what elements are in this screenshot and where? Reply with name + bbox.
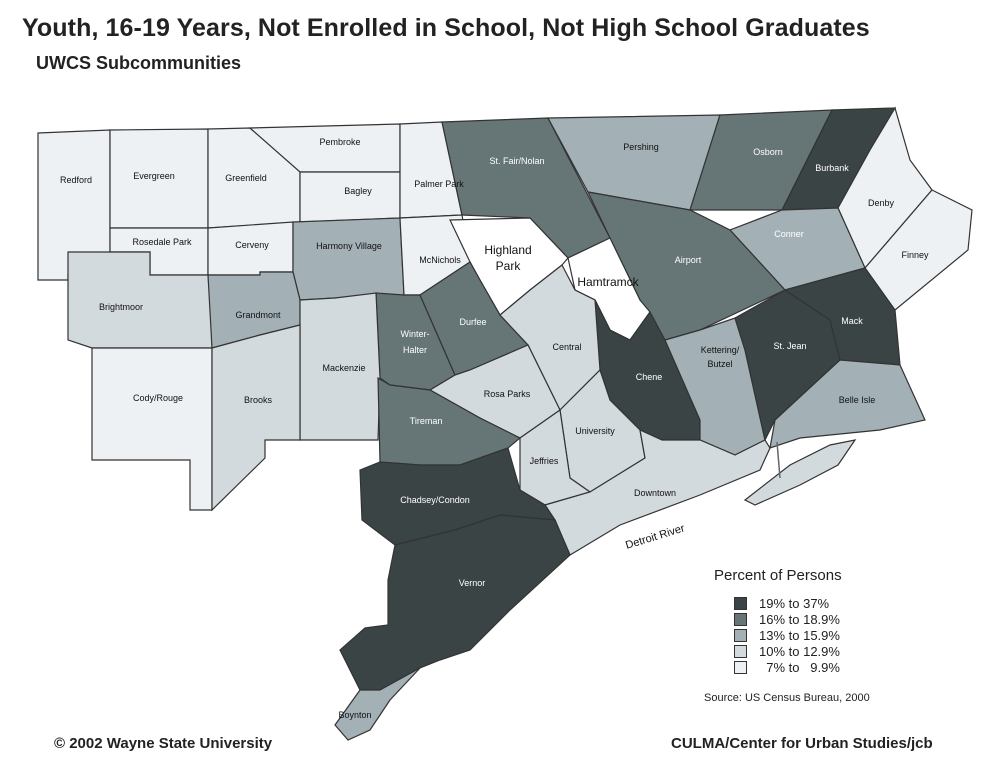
- label-tireman: Tireman: [410, 416, 443, 426]
- label-butzel: Butzel: [707, 359, 732, 369]
- label-vernor: Vernor: [459, 578, 486, 588]
- legend-label: 13% to 15.9%: [759, 628, 840, 643]
- legend-label: 10% to 12.9%: [759, 644, 840, 659]
- label-conner: Conner: [774, 229, 804, 239]
- legend-label: 16% to 18.9%: [759, 612, 840, 627]
- legend-title: Percent of Persons: [714, 567, 842, 584]
- legend-item: 7% to 9.9%: [734, 659, 840, 675]
- copyright-footer: © 2002 Wayne State University: [54, 735, 272, 752]
- label-downtown: Downtown: [634, 488, 676, 498]
- region-harmony-village[interactable]: [293, 218, 404, 300]
- label-mack: Mack: [841, 316, 863, 326]
- legend-item: 10% to 12.9%: [734, 643, 840, 659]
- label-burbank: Burbank: [815, 163, 849, 173]
- legend-item: 16% to 18.9%: [734, 611, 840, 627]
- legend-item: 13% to 15.9%: [734, 627, 840, 643]
- label-winter: Winter-: [401, 329, 430, 339]
- label-park: Park: [496, 259, 522, 273]
- legend-swatch: [734, 629, 747, 642]
- label-mackenzie: Mackenzie: [322, 363, 365, 373]
- label-belle-isle: Belle Isle: [839, 395, 876, 405]
- region-brooks[interactable]: [212, 325, 300, 510]
- label-st-jean: St. Jean: [773, 341, 806, 351]
- label-kettering: Kettering/: [701, 345, 740, 355]
- label-chene: Chene: [636, 372, 663, 382]
- label-finney: Finney: [901, 250, 929, 260]
- legend-swatch: [734, 645, 747, 658]
- legend-swatch: [734, 661, 747, 674]
- region-bagley[interactable]: [300, 172, 400, 222]
- label-palmer-park: Palmer Park: [414, 179, 464, 189]
- label-grandmont: Grandmont: [235, 310, 281, 320]
- label-mcnichols: McNichols: [419, 255, 461, 265]
- label-evergreen: Evergreen: [133, 171, 175, 181]
- label-hamtramck: Hamtramck: [577, 275, 639, 289]
- label-boynton: Boynton: [338, 710, 371, 720]
- bridge-line: [777, 442, 780, 478]
- label-jeffries: Jeffries: [530, 456, 559, 466]
- label-brightmoor: Brightmoor: [99, 302, 143, 312]
- label-st-fair-nolan: St. Fair/Nolan: [489, 156, 544, 166]
- label-chadsey-condon: Chadsey/Condon: [400, 495, 470, 505]
- label-redford: Redford: [60, 175, 92, 185]
- label-bagley: Bagley: [344, 186, 372, 196]
- legend-swatch: [734, 613, 747, 626]
- label-cerveny: Cerveny: [235, 240, 269, 250]
- legend-label: 19% to 37%: [759, 596, 829, 611]
- legend-label: 7% to 9.9%: [759, 660, 840, 675]
- label-airport: Airport: [675, 255, 702, 265]
- label-halter: Halter: [403, 345, 427, 355]
- label-durfee: Durfee: [459, 317, 486, 327]
- label-cody-rouge: Cody/Rouge: [133, 393, 183, 403]
- label-detroit-river: Detroit River: [624, 522, 686, 551]
- label-denby: Denby: [868, 198, 895, 208]
- legend-swatch: [734, 597, 747, 610]
- label-rosa-parks: Rosa Parks: [484, 389, 531, 399]
- label-osborn: Osborn: [753, 147, 783, 157]
- source-note: Source: US Census Bureau, 2000: [704, 692, 870, 704]
- label-rosedale-park: Rosedale Park: [132, 237, 192, 247]
- label-pershing: Pershing: [623, 142, 659, 152]
- legend-item: 19% to 37%: [734, 595, 829, 611]
- label-brooks: Brooks: [244, 395, 273, 405]
- label-central: Central: [552, 342, 581, 352]
- label-harmony-village: Harmony Village: [316, 241, 382, 251]
- label-pembroke: Pembroke: [319, 137, 360, 147]
- label-highland: Highland: [484, 243, 531, 257]
- label-greenfield: Greenfield: [225, 173, 267, 183]
- region-cody-rouge[interactable]: [92, 348, 212, 510]
- region-vernor[interactable]: [340, 515, 570, 690]
- credit-footer: CULMA/Center for Urban Studies/jcb: [671, 735, 933, 752]
- label-university: University: [575, 426, 615, 436]
